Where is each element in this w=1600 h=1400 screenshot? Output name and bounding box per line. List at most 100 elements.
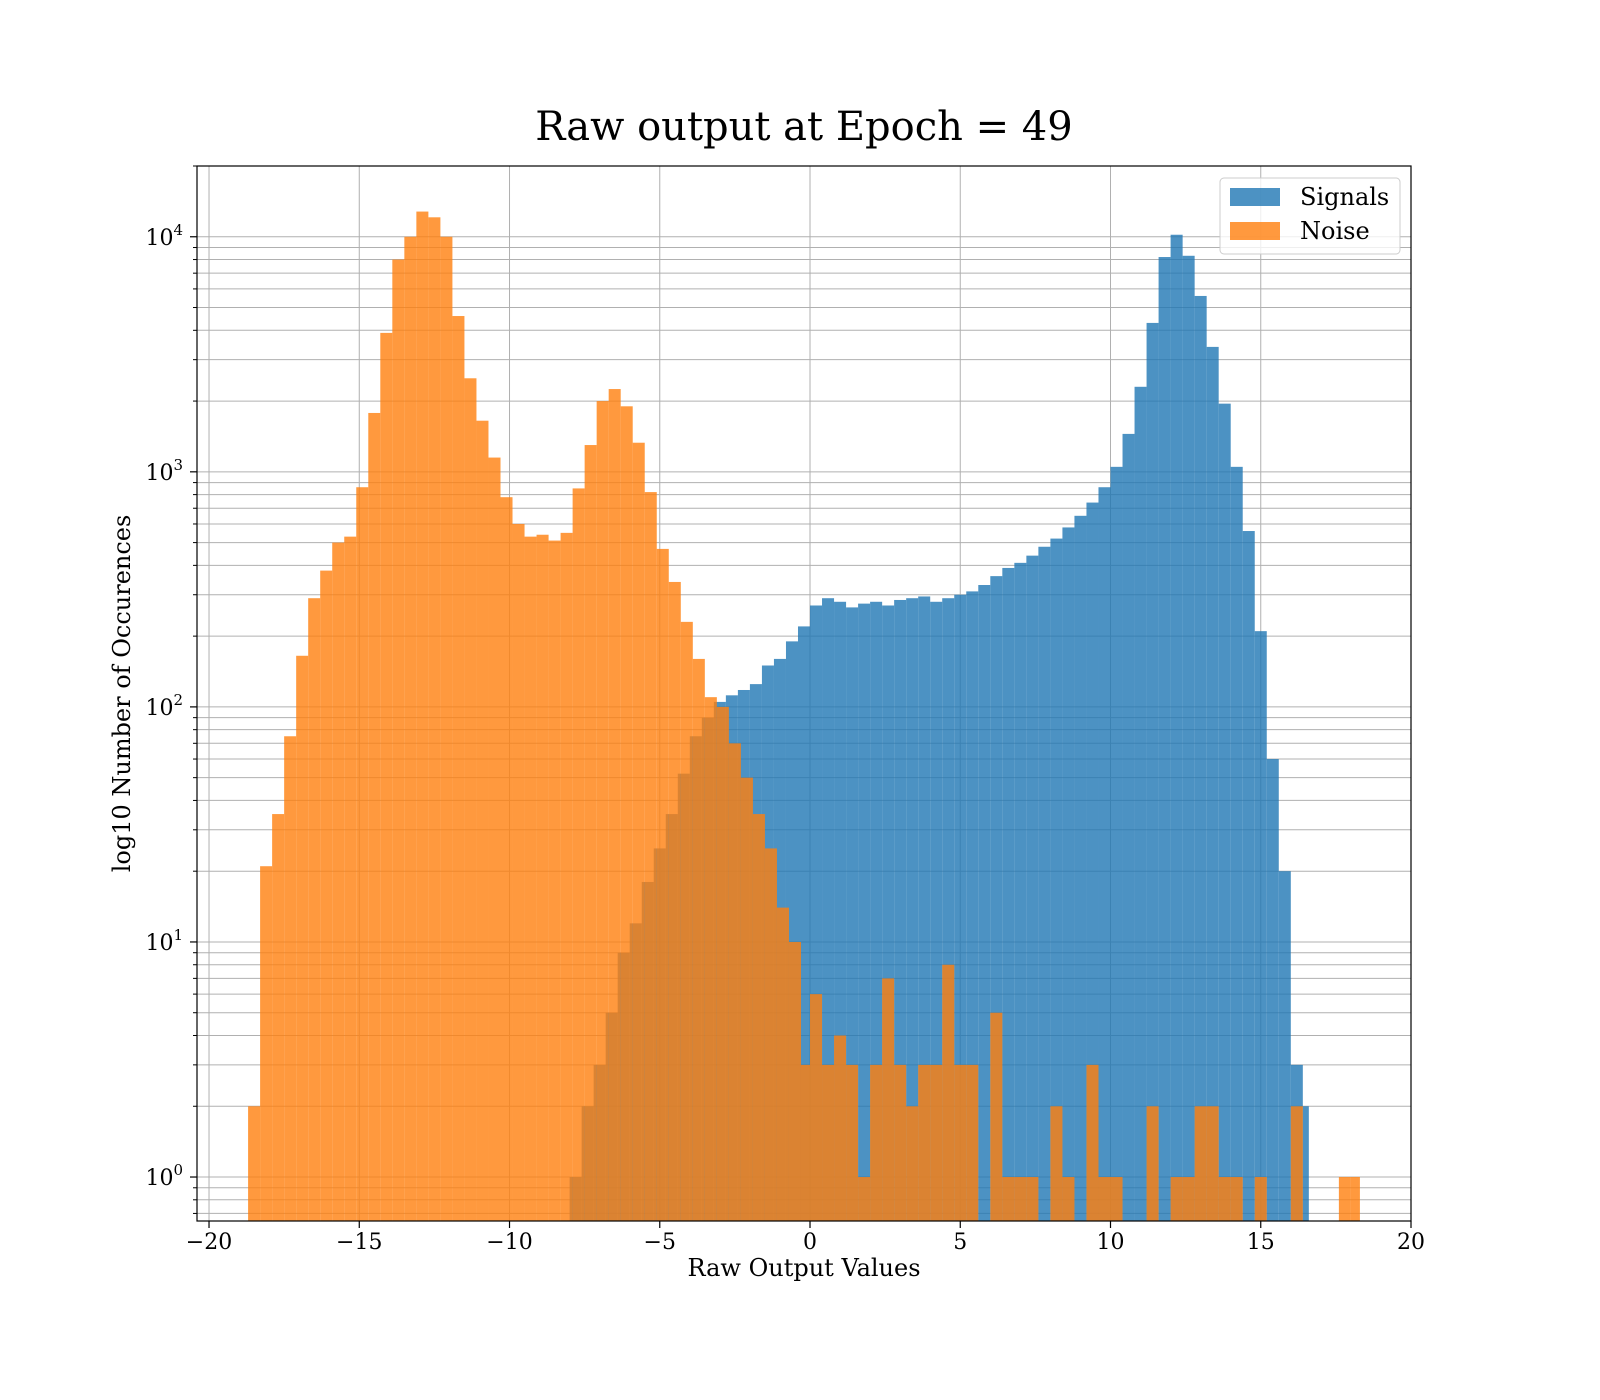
histogram-bar (846, 1064, 859, 1221)
histogram-bar (248, 1106, 261, 1221)
histogram-bar (954, 594, 967, 1221)
histogram-bar (500, 497, 513, 1222)
histogram-bar (858, 1177, 871, 1221)
histogram-bar (1134, 386, 1147, 1221)
histogram-bar (942, 964, 955, 1221)
histogram-bar (428, 217, 441, 1222)
plot-frame (196, 165, 1412, 1222)
histogram-bar (1218, 1177, 1231, 1221)
histogram-bar (1170, 234, 1183, 1222)
chart-title: Raw output at Epoch = 49 (535, 104, 1072, 150)
histogram-bar (416, 211, 429, 1221)
histogram-bar (680, 621, 693, 1221)
histogram-bar (1278, 871, 1291, 1221)
histogram-bar (608, 389, 621, 1221)
histogram-bar (930, 1064, 943, 1221)
histogram-bar (1122, 433, 1135, 1221)
histogram-bar (1110, 466, 1123, 1221)
histogram-bar (1038, 546, 1051, 1221)
histogram-bar (1098, 1177, 1111, 1221)
y-tick-label: 103 (145, 456, 183, 486)
histogram-bar (1218, 403, 1231, 1222)
histogram-bar (1014, 562, 1027, 1221)
histogram-bar (320, 570, 333, 1221)
x-tick-label: −5 (644, 1230, 676, 1255)
y-tick-label: 101 (145, 926, 183, 956)
histogram-bar (788, 941, 801, 1221)
histogram-bar (834, 1035, 847, 1221)
x-tick-label: 20 (1397, 1230, 1425, 1255)
histogram-bar (716, 706, 729, 1221)
histogram-bar (692, 658, 705, 1221)
histogram-bar (584, 445, 597, 1222)
histogram-bar (894, 1064, 907, 1221)
histogram-bar (1254, 631, 1267, 1221)
histogram-bar (1350, 1177, 1360, 1221)
histogram-bar (632, 442, 645, 1222)
histogram-bar (1182, 255, 1195, 1222)
histogram-bar (978, 585, 991, 1221)
histogram-bar (560, 532, 573, 1221)
histogram-bar (464, 378, 477, 1221)
histogram-bar (1110, 1177, 1123, 1221)
histogram-bar (392, 259, 405, 1221)
histogram-bar (990, 1012, 1003, 1221)
histogram-bar (572, 488, 585, 1221)
histogram-bar (704, 697, 717, 1221)
legend: Signals Noise (1219, 177, 1401, 255)
histogram-bar (1026, 555, 1039, 1221)
histogram-bar (740, 777, 753, 1221)
histogram-bar (966, 1064, 979, 1221)
histogram-bar (918, 1064, 931, 1221)
histogram-bar (800, 1064, 811, 1221)
histogram-bar (344, 536, 357, 1221)
x-tick-label: −15 (336, 1230, 382, 1255)
x-tick-label: 5 (953, 1230, 967, 1255)
histogram-bar (810, 994, 823, 1221)
histogram-bar (1146, 322, 1159, 1221)
histogram-bar (776, 907, 789, 1221)
histogram-bar (1206, 1106, 1219, 1221)
histogram-bar (1086, 1064, 1099, 1221)
legend-swatch-noise (1230, 222, 1280, 240)
histogram-bar (1062, 527, 1075, 1221)
histogram-bar (1098, 487, 1111, 1221)
histogram-bar (1002, 567, 1015, 1221)
histogram-bar (524, 536, 537, 1221)
histogram-bar (1206, 346, 1219, 1222)
histogram-bar (1290, 1106, 1303, 1221)
x-tick-label: −20 (186, 1230, 232, 1255)
histogram-bar (488, 457, 501, 1221)
histogram-bar (1194, 1106, 1207, 1221)
axis-ticks: −20 −15 −10 −5 0 5 10 15 20 100 101 102 103 104 (145, 165, 1425, 1255)
histogram-bar (1086, 502, 1099, 1222)
histogram-bar (296, 655, 309, 1221)
histogram-bar (668, 581, 681, 1221)
histogram-bar (1254, 1177, 1267, 1221)
histogram-bar (1182, 1177, 1195, 1221)
x-tick-label: 0 (803, 1230, 817, 1255)
histogram-bar (858, 603, 871, 1221)
histogram-bar (596, 401, 609, 1221)
histogram-bar (620, 406, 633, 1221)
histogram-bar (536, 534, 549, 1221)
histogram-bar (380, 332, 393, 1221)
histogram-bar (272, 814, 285, 1221)
histogram-bar (728, 743, 741, 1221)
y-tick-label: 104 (145, 221, 183, 251)
histogram-bar (1158, 257, 1171, 1222)
histogram-bar (284, 736, 297, 1221)
histogram-bar (882, 978, 895, 1221)
histogram-bar (1302, 1106, 1309, 1221)
y-axis-label: log10 Number of Occurences (108, 515, 136, 873)
histogram-bar (476, 420, 489, 1221)
histogram-bar (332, 542, 345, 1221)
x-tick-label: −10 (486, 1230, 532, 1255)
histogram-bar (308, 598, 321, 1221)
x-tick-label: 10 (1097, 1230, 1125, 1255)
y-tick-label: 102 (145, 691, 183, 721)
histogram-bar (656, 548, 669, 1221)
x-tick-label: 15 (1247, 1230, 1275, 1255)
histogram-bar (1050, 538, 1063, 1221)
